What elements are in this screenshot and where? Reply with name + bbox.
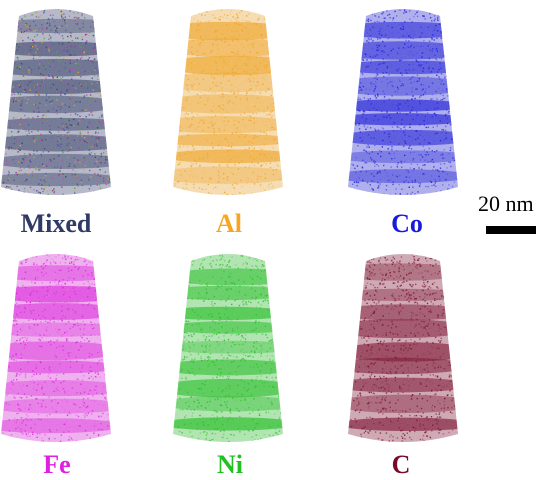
label-co: Co	[391, 209, 423, 238]
label-fe: Fe	[43, 450, 71, 479]
cone-mixed	[1, 9, 111, 195]
scale-bar	[486, 226, 536, 234]
cone-c	[348, 254, 458, 442]
label-mixed: Mixed	[20, 209, 92, 238]
label-al: Al	[216, 209, 242, 238]
cone-ni	[173, 254, 283, 442]
scale-bar-label: 20 nm	[478, 191, 534, 216]
cone-co	[348, 9, 458, 195]
cone-al	[173, 9, 283, 195]
label-ni: Ni	[217, 450, 243, 479]
cone-fe	[1, 254, 111, 442]
label-c: C	[391, 450, 411, 479]
